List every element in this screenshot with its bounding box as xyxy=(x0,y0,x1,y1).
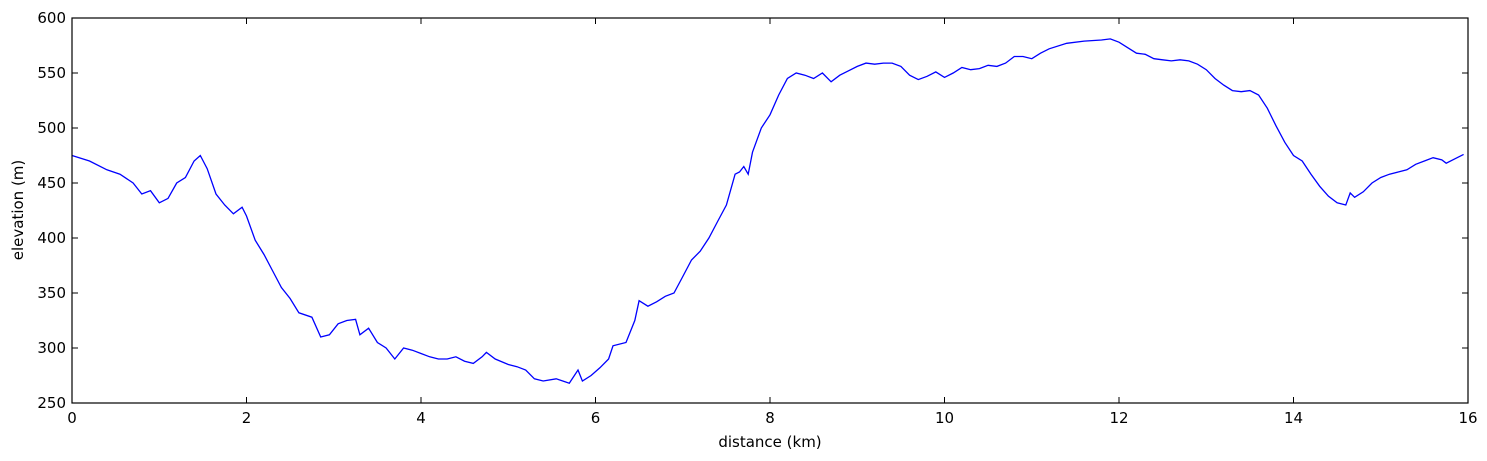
elevation-line xyxy=(71,38,1464,384)
y-tick-label: 450 xyxy=(37,174,66,192)
y-tick-label: 400 xyxy=(37,229,66,247)
x-tick-label: 8 xyxy=(765,409,775,427)
y-tick-label: 350 xyxy=(37,284,66,302)
x-tick-label: 0 xyxy=(67,409,77,427)
x-tick-label: 6 xyxy=(591,409,601,427)
x-tick-label: 10 xyxy=(935,409,954,427)
y-tick-label: 250 xyxy=(37,394,66,412)
plot-background xyxy=(72,18,1468,403)
plot-frame xyxy=(71,17,1469,404)
x-tick-label: 16 xyxy=(1458,409,1477,427)
tick-labels: 0 2 4 6 8 10 12 14 16 250 300 350 400 450 500 550 600 xyxy=(37,9,1477,427)
y-axis-label: elevation (m) xyxy=(9,160,27,261)
x-tick-label: 4 xyxy=(416,409,426,427)
x-tick-label: 2 xyxy=(242,409,252,427)
x-tick-label: 14 xyxy=(1284,409,1303,427)
y-tick-label: 550 xyxy=(37,64,66,82)
y-tick-label: 300 xyxy=(37,339,66,357)
y-tick-label: 600 xyxy=(37,9,66,27)
x-axis-label: distance (km) xyxy=(718,433,821,451)
x-tick-label: 12 xyxy=(1109,409,1128,427)
y-tick-label: 500 xyxy=(37,119,66,137)
